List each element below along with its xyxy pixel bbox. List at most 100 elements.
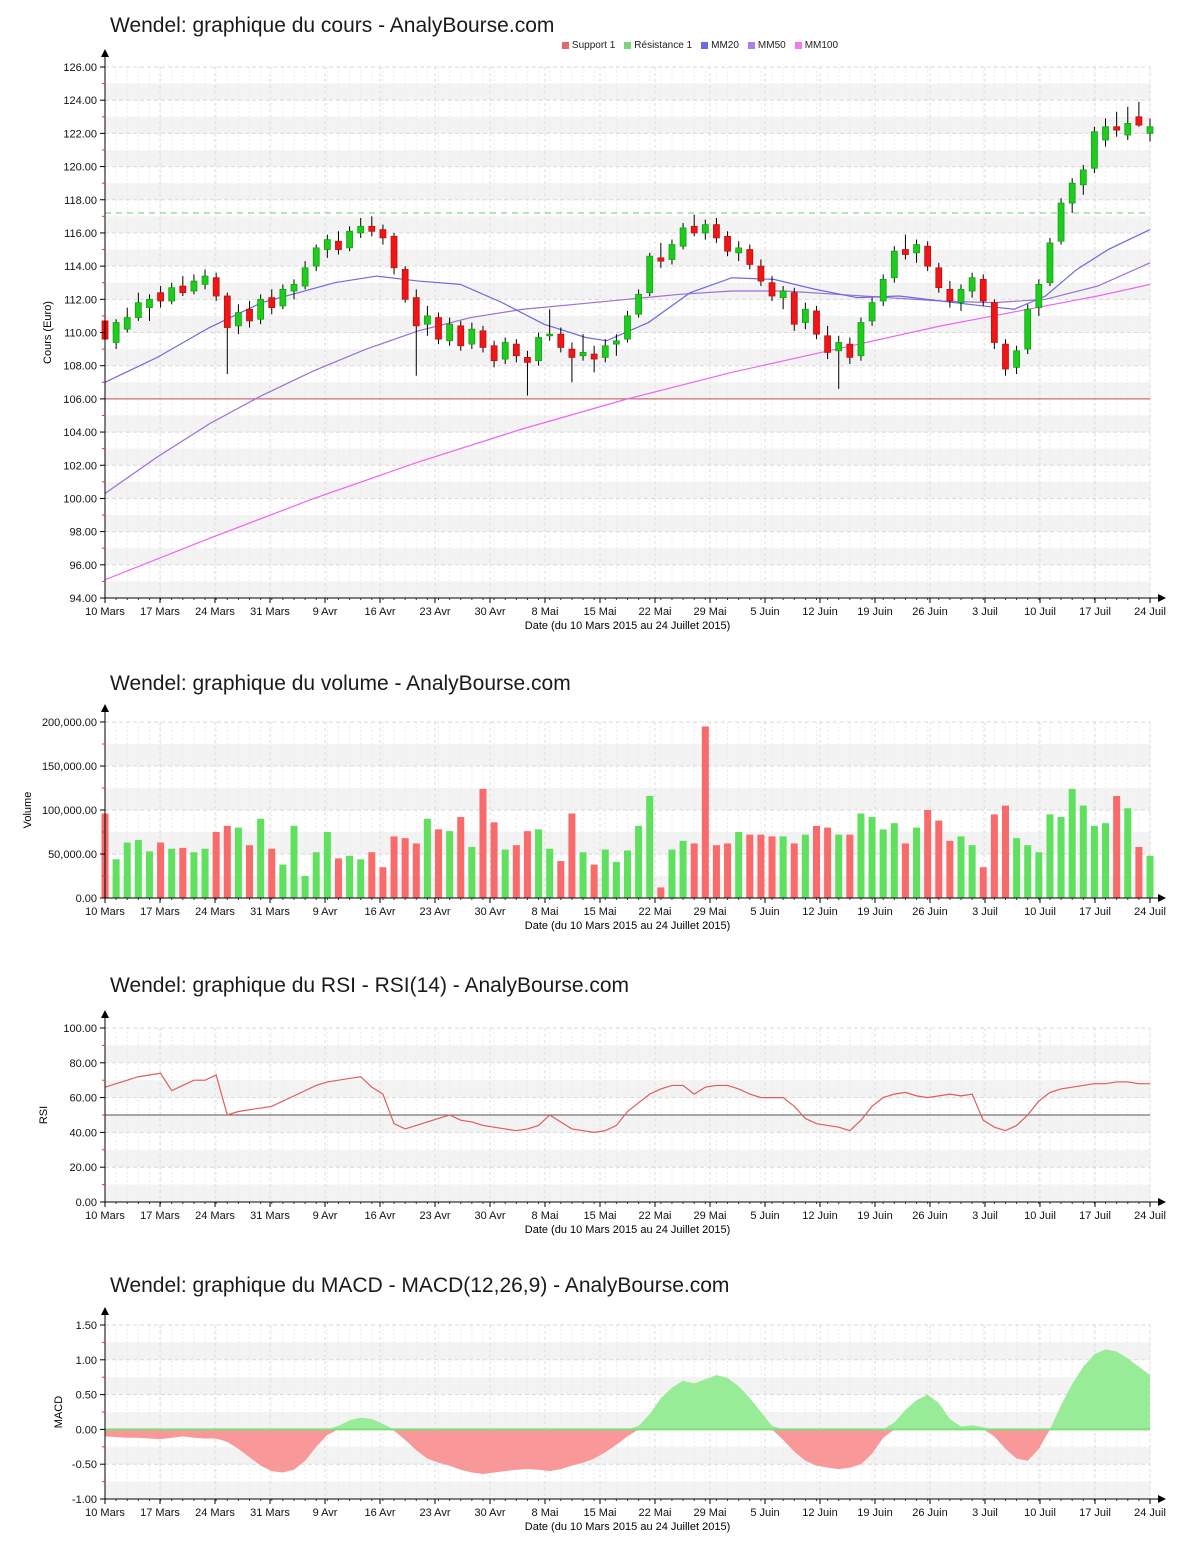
legend-item-support-1: Support 1 — [561, 40, 615, 51]
svg-text:22 Mai: 22 Mai — [638, 606, 671, 618]
svg-text:31 Mars: 31 Mars — [250, 606, 290, 618]
svg-text:120.00: 120.00 — [63, 162, 97, 174]
volume-bar-down — [935, 820, 943, 898]
volume-bar-up — [279, 864, 287, 898]
candle-down — [524, 357, 531, 363]
volume-bar-down — [368, 852, 376, 898]
volume-bar-up — [535, 829, 543, 898]
volume-bar-up — [346, 855, 354, 898]
volume-bar-up — [1046, 814, 1054, 898]
svg-text:24 Juil: 24 Juil — [1134, 1507, 1166, 1519]
candle-up — [890, 250, 898, 279]
candle-down — [990, 302, 998, 343]
candle-up — [879, 279, 887, 302]
svg-text:24 Mars: 24 Mars — [195, 1210, 235, 1222]
svg-text:Date (du 10 Mars 2015 au 24 Ju: Date (du 10 Mars 2015 au 24 Juillet 2015… — [525, 1521, 730, 1533]
volume-bar-up — [612, 861, 620, 898]
candle-up — [357, 225, 365, 234]
svg-text:16 Avr: 16 Avr — [365, 906, 396, 918]
candle-down — [223, 295, 231, 328]
svg-text:24 Mars: 24 Mars — [195, 606, 235, 618]
volume-bar-up — [257, 818, 265, 898]
svg-text:122.00: 122.00 — [63, 128, 97, 140]
svg-text:29 Mai: 29 Mai — [693, 1507, 726, 1519]
svg-text:30 Avr: 30 Avr — [475, 1210, 506, 1222]
mm20-line — [104, 229, 1151, 383]
candle-up — [579, 352, 587, 357]
volume-chart-title: Wendel: graphique du volume - AnalyBours… — [110, 672, 571, 695]
svg-text:Cours (Euro): Cours (Euro) — [42, 301, 54, 364]
volume-bar-down — [479, 788, 487, 898]
svg-text:MACD: MACD — [53, 1396, 65, 1428]
svg-text:80.00: 80.00 — [69, 1058, 97, 1070]
volume-bar-up — [1024, 845, 1032, 898]
rsi-chart: 0.00 20.00 40.00 60.00 80.00 100.00 10 Mars 17 … — [38, 1010, 1166, 1236]
volume-bar-down — [901, 843, 909, 898]
macd-chart-title: Wendel: graphique du MACD - MACD(12,26,9… — [110, 1274, 730, 1297]
candle-down — [246, 308, 253, 322]
svg-text:9 Avr: 9 Avr — [313, 1507, 338, 1519]
svg-text:23 Avr: 23 Avr — [420, 606, 451, 618]
volume-bar-down — [812, 825, 820, 898]
candle-up — [468, 328, 476, 345]
svg-text:50,000.00: 50,000.00 — [48, 849, 97, 861]
candle-up — [624, 315, 631, 340]
candle-up — [323, 239, 331, 250]
candle-up — [679, 227, 687, 247]
svg-text:0.00: 0.00 — [76, 893, 97, 905]
candle-up — [1124, 123, 1132, 136]
svg-text:96.00: 96.00 — [69, 560, 97, 572]
volume-bar-down — [757, 834, 765, 898]
svg-text:29 Mai: 29 Mai — [693, 1210, 726, 1222]
legend-swatch — [701, 42, 709, 49]
volume-bar-down — [401, 838, 409, 898]
volume-bar-down — [390, 836, 398, 898]
candle-down — [568, 348, 576, 358]
svg-text:17 Mars: 17 Mars — [140, 1210, 180, 1222]
candle-down — [813, 310, 820, 335]
svg-text:16 Avr: 16 Avr — [365, 1507, 396, 1519]
legend-swatch — [624, 42, 632, 49]
candle-down — [790, 292, 798, 325]
candle-up — [290, 284, 298, 292]
svg-text:100.00: 100.00 — [63, 1023, 97, 1035]
svg-text:24 Juil: 24 Juil — [1134, 606, 1166, 618]
volume-bar-up — [890, 823, 898, 898]
svg-text:15 Mai: 15 Mai — [583, 1507, 616, 1519]
candle-down — [979, 279, 987, 302]
candle-down — [935, 267, 943, 289]
legend-item-mm50: MM50 — [747, 40, 786, 51]
legend-label: MM100 — [804, 40, 839, 51]
volume-bar-up — [913, 827, 921, 898]
svg-text:12 Juin: 12 Juin — [802, 1210, 837, 1222]
svg-text:10 Juil: 10 Juil — [1024, 606, 1056, 618]
volume-bar-down — [568, 813, 576, 898]
volume-bar-up — [323, 832, 331, 898]
volume-bar-down — [746, 834, 754, 898]
candle-down — [379, 229, 387, 239]
svg-text:60.00: 60.00 — [69, 1093, 97, 1105]
svg-text:16 Avr: 16 Avr — [365, 1210, 396, 1222]
volume-bar-down — [412, 843, 420, 898]
volume-bar-up — [957, 836, 965, 898]
candle-down — [746, 249, 754, 265]
candle-up — [1091, 131, 1098, 169]
svg-text:31 Mars: 31 Mars — [250, 1507, 290, 1519]
price-chart-legend: Support 1 Résistance 1 MM20 MM50 MM100 — [200, 40, 1200, 51]
candle-up — [735, 247, 743, 254]
svg-text:26 Juin: 26 Juin — [912, 606, 947, 618]
candle-up — [279, 288, 287, 307]
svg-text:RSI: RSI — [38, 1106, 50, 1124]
svg-text:24 Juil: 24 Juil — [1134, 906, 1166, 918]
candle-up — [346, 230, 353, 249]
volume-bar-up — [446, 831, 454, 898]
svg-text:24 Mars: 24 Mars — [195, 1507, 235, 1519]
volume-bar-up — [301, 876, 309, 898]
candle-down — [757, 265, 765, 282]
candle-down — [924, 245, 932, 267]
price-chart-title: Wendel: graphique du cours - AnalyBourse… — [110, 14, 555, 37]
candle-down — [657, 257, 665, 262]
volume-bar-up — [1068, 788, 1076, 898]
volume-bar-up — [1102, 823, 1110, 898]
svg-text:29 Mai: 29 Mai — [693, 606, 726, 618]
